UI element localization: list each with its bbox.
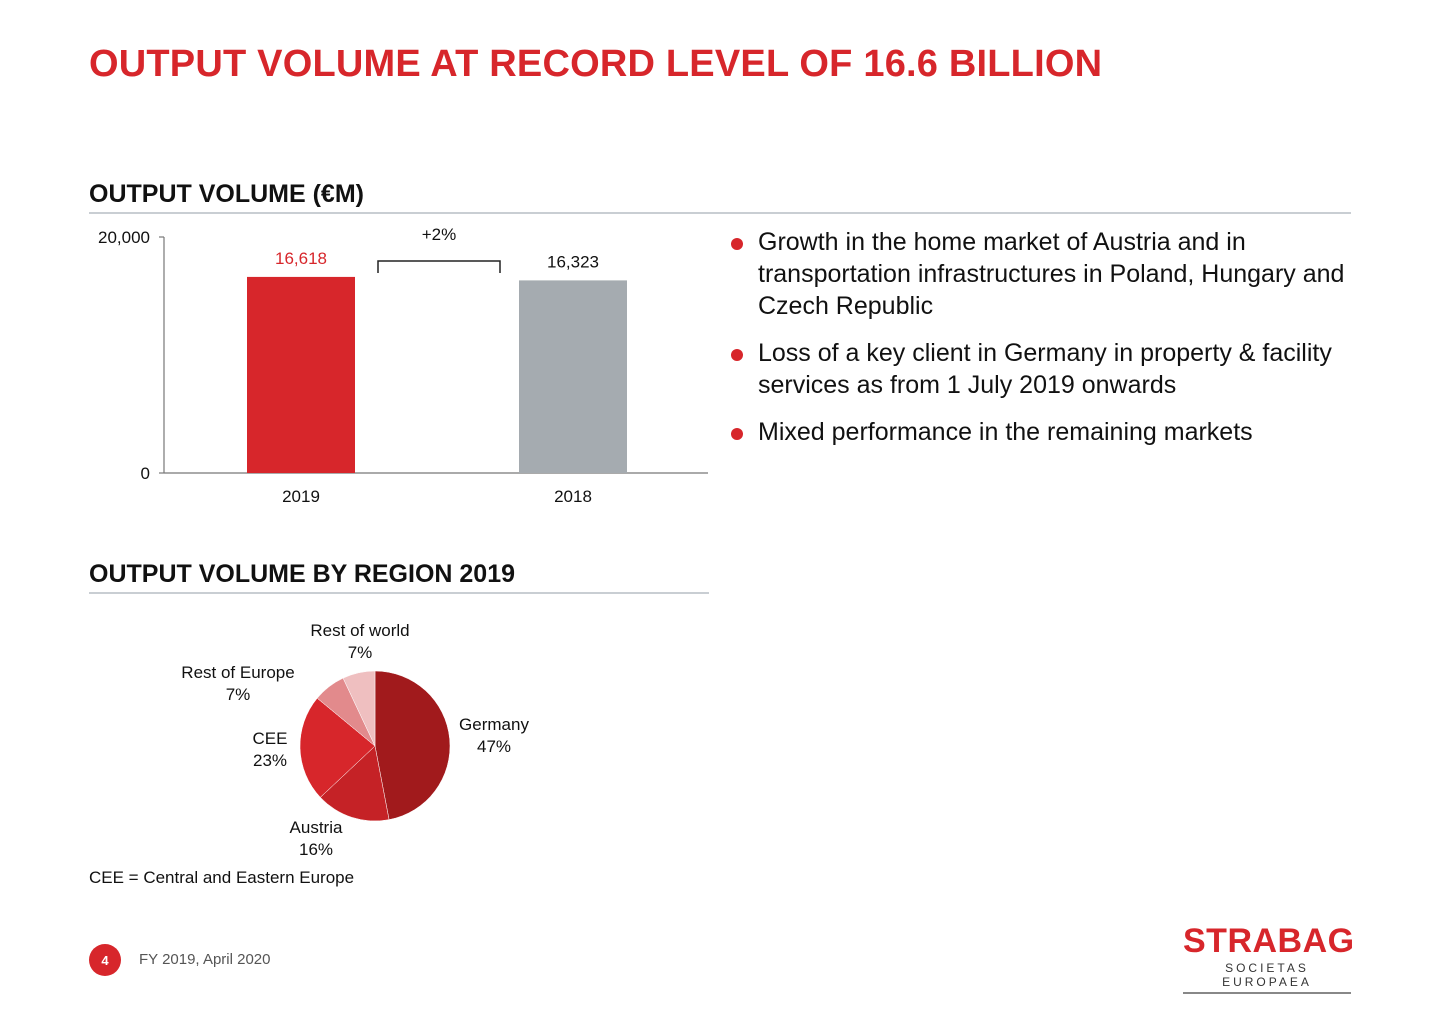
logo-underline bbox=[1183, 992, 1351, 994]
output-volume-bar-chart: 0 20,000 16,618 2019 16,323 2018 +2% bbox=[98, 225, 708, 506]
bullet-text: Growth in the home market of Austria and… bbox=[758, 228, 1345, 320]
bullet-dot-icon bbox=[731, 349, 743, 361]
growth-annotation: +2% bbox=[422, 225, 457, 244]
region-pie-chart: Germany 47% Austria 16% CEE 23% Rest of Europe… bbox=[181, 621, 529, 859]
bar-value-label: 16,618 bbox=[275, 249, 327, 268]
pie-label: Austria bbox=[290, 818, 343, 837]
pie-label: Rest of Europe bbox=[181, 663, 294, 682]
slide-title: OUTPUT VOLUME AT RECORD LEVEL OF 16.6 BI… bbox=[89, 43, 1103, 85]
pie-label: Germany bbox=[459, 715, 529, 734]
x-tick-label: 2018 bbox=[554, 487, 592, 506]
y-tick-label: 20,000 bbox=[98, 228, 150, 247]
growth-bracket bbox=[377, 260, 501, 273]
y-tick-label: 0 bbox=[141, 464, 150, 483]
pie-label: CEE bbox=[253, 729, 288, 748]
cee-footnote: CEE = Central and Eastern Europe bbox=[89, 868, 355, 887]
footer-date: FY 2019, April 2020 bbox=[139, 951, 271, 968]
strabag-logo: STRABAG SOCIETAS EUROPAEA bbox=[1183, 922, 1355, 994]
pie-percent-label: 16% bbox=[299, 840, 333, 859]
bullet-dot-icon bbox=[731, 428, 743, 440]
pie-percent-label: 7% bbox=[348, 643, 373, 662]
pie-percent-label: 47% bbox=[477, 737, 511, 756]
pie-slice-cee bbox=[299, 697, 376, 798]
logo-subtitle: SOCIETAS EUROPAEA bbox=[1222, 961, 1312, 989]
bar-2019 bbox=[247, 276, 355, 473]
pie-label: Rest of world bbox=[310, 621, 409, 640]
bullet-dot-icon bbox=[731, 238, 743, 250]
pie-chart-heading: OUTPUT VOLUME BY REGION 2019 bbox=[89, 560, 516, 588]
pie-slice-austria bbox=[319, 745, 390, 822]
pie-slice-rest-of-world bbox=[342, 670, 376, 747]
bar-value-label: 16,323 bbox=[547, 252, 599, 271]
key-points-list: Growth in the home market of Austria and… bbox=[730, 226, 1370, 463]
bar-chart-heading: OUTPUT VOLUME (€M) bbox=[89, 180, 364, 208]
pie-slice-germany bbox=[374, 670, 451, 820]
bullet-item: Mixed performance in the remaining marke… bbox=[730, 416, 1370, 448]
logo-wordmark: STRABAG bbox=[1183, 922, 1355, 960]
page-number-badge: 4 bbox=[89, 944, 121, 976]
bar-section-divider bbox=[89, 212, 1351, 214]
bullet-text: Loss of a key client in Germany in prope… bbox=[758, 339, 1332, 399]
pie-percent-label: 7% bbox=[226, 685, 251, 704]
x-tick-label: 2019 bbox=[282, 487, 320, 506]
bullet-item: Loss of a key client in Germany in prope… bbox=[730, 337, 1370, 401]
bullet-text: Mixed performance in the remaining marke… bbox=[758, 418, 1253, 446]
pie-percent-label: 23% bbox=[253, 751, 287, 770]
bullet-item: Growth in the home market of Austria and… bbox=[730, 226, 1370, 322]
bar-2018 bbox=[519, 280, 627, 473]
pie-section-divider bbox=[89, 592, 709, 594]
